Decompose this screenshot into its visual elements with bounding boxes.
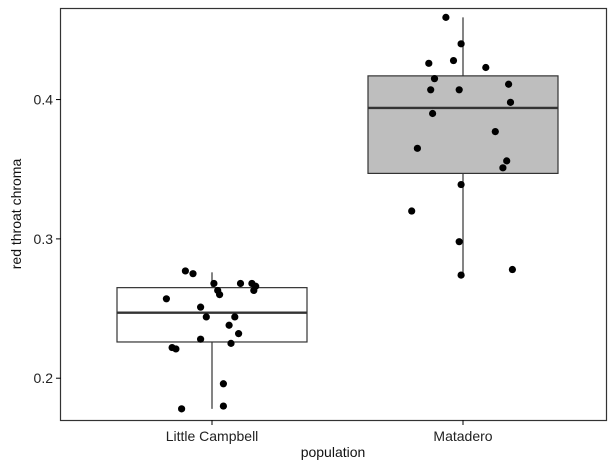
data-point-1-14 bbox=[491, 128, 499, 136]
data-point-1-2 bbox=[425, 59, 433, 67]
box-0 bbox=[116, 287, 308, 343]
x-axis-title: population bbox=[301, 444, 366, 460]
data-point-0-12 bbox=[219, 402, 227, 410]
data-point-1-19 bbox=[508, 265, 516, 274]
data-point-1-17 bbox=[505, 80, 513, 88]
data-point-1-11 bbox=[457, 180, 465, 189]
data-point-1-6 bbox=[442, 13, 450, 21]
data-point-1-0 bbox=[408, 207, 416, 215]
plot-panel-border bbox=[59, 7, 608, 422]
data-point-0-13 bbox=[178, 405, 186, 413]
data-point-1-1 bbox=[413, 144, 421, 152]
data-point-0-6 bbox=[197, 335, 205, 343]
data-point-0-2 bbox=[172, 345, 180, 353]
data-point-1-7 bbox=[449, 56, 458, 65]
data-point-1-5 bbox=[430, 75, 439, 83]
data-point-1-3 bbox=[427, 86, 435, 94]
data-point-1-15 bbox=[499, 164, 507, 172]
data-point-0-3 bbox=[181, 267, 189, 275]
data-point-1-8 bbox=[455, 86, 463, 94]
data-point-0-16 bbox=[231, 313, 239, 321]
data-point-1-12 bbox=[457, 271, 465, 279]
data-point-1-13 bbox=[482, 63, 490, 72]
data-point-0-5 bbox=[197, 303, 205, 311]
data-point-0-11 bbox=[219, 380, 227, 388]
data-point-1-10 bbox=[457, 40, 465, 48]
data-point-0-14 bbox=[225, 321, 233, 329]
y-axis-title: red throat chroma bbox=[8, 159, 24, 270]
data-point-0-4 bbox=[189, 270, 197, 278]
data-point-0-0 bbox=[162, 295, 170, 303]
y-tick-label-0: 0.2 bbox=[34, 370, 54, 386]
data-point-0-10 bbox=[216, 291, 224, 299]
data-point-1-9 bbox=[455, 238, 463, 246]
x-tick-label-1: Matadero bbox=[433, 428, 492, 444]
y-tick-label-1: 0.3 bbox=[34, 231, 54, 247]
data-point-0-15 bbox=[227, 339, 235, 347]
x-tick-label-0: Little Campbell bbox=[166, 428, 259, 444]
data-point-0-7 bbox=[202, 313, 210, 321]
y-tick-label-2: 0.4 bbox=[34, 92, 54, 108]
data-point-0-21 bbox=[252, 282, 260, 290]
data-point-0-8 bbox=[210, 279, 218, 288]
data-point-1-4 bbox=[429, 109, 437, 118]
data-point-0-17 bbox=[235, 330, 243, 338]
data-point-1-18 bbox=[506, 98, 515, 106]
data-point-0-18 bbox=[236, 279, 245, 288]
box-1 bbox=[367, 75, 559, 174]
data-point-1-16 bbox=[503, 157, 511, 165]
